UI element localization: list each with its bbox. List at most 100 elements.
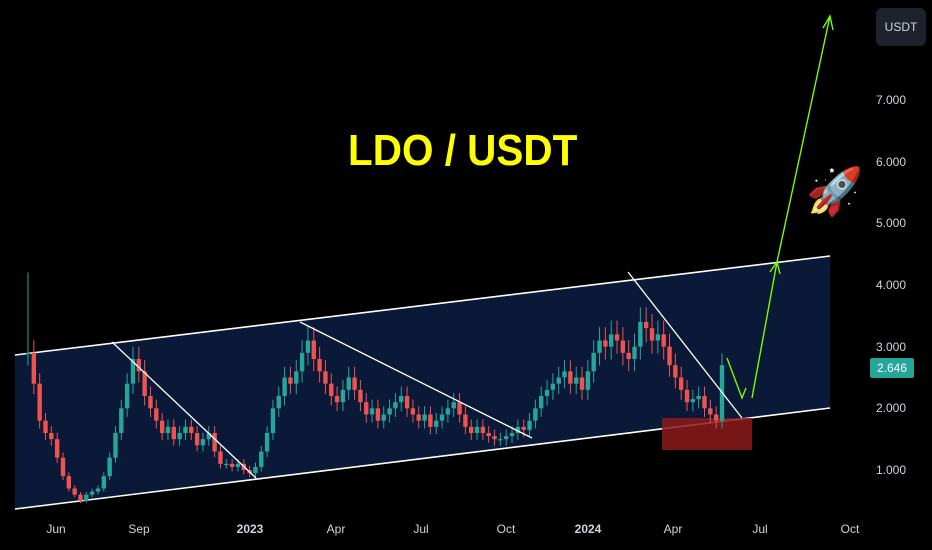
price-tick: 4.000	[876, 277, 907, 292]
candle-body	[381, 414, 386, 421]
candle-body	[574, 377, 579, 384]
candle-body	[25, 352, 31, 355]
candle-body	[159, 420, 165, 433]
price-axis[interactable]: 1.000 2.000 3.000 4.000 5.000 6.000 7.000	[868, 0, 932, 550]
candle-body	[568, 371, 573, 384]
candle-body	[434, 420, 439, 427]
candle-body	[632, 346, 637, 359]
candle-body	[684, 389, 690, 403]
time-tick: Oct	[496, 522, 516, 536]
candle-body	[276, 395, 281, 409]
candle-body	[422, 414, 427, 421]
candle-body	[713, 414, 719, 421]
candle-body	[702, 395, 707, 409]
chart-title: LDO / USDT	[348, 126, 578, 175]
candle-body	[539, 395, 544, 409]
candle-body	[218, 451, 223, 464]
candle-body	[305, 340, 311, 353]
candle-body	[317, 358, 322, 372]
candle-body	[253, 466, 258, 474]
candle-body	[463, 414, 468, 427]
projection-line-1	[751, 261, 778, 399]
price-tick: 5.000	[876, 216, 907, 231]
candle-body	[270, 408, 276, 433]
price-tick: 6.000	[876, 154, 907, 169]
candle-body	[346, 377, 351, 390]
candle-body	[591, 352, 596, 372]
last-price-label: 2.646	[870, 358, 914, 378]
candle-body	[404, 395, 410, 409]
candle-body	[614, 334, 620, 341]
candle-body	[183, 426, 188, 433]
candle-body	[101, 476, 107, 489]
candle-body	[235, 463, 241, 467]
candle-body	[504, 436, 509, 440]
candle-body	[136, 358, 142, 372]
candle-body	[550, 383, 556, 390]
candle-body	[603, 340, 608, 347]
candle-body	[340, 389, 346, 403]
candle-body	[579, 377, 585, 390]
candle-body	[329, 383, 334, 396]
candle-body	[393, 402, 398, 409]
support-zone	[662, 418, 752, 450]
candle-body	[626, 352, 631, 359]
candle-body	[60, 457, 66, 477]
time-tick: 2023	[236, 522, 264, 536]
candle-body	[375, 408, 381, 421]
candle-body	[486, 432, 491, 437]
candle-body	[678, 377, 684, 390]
price-chart[interactable]	[0, 0, 868, 515]
candle-body	[451, 402, 456, 409]
candle-body	[469, 426, 474, 433]
candle-body	[492, 436, 497, 440]
candle-body	[649, 328, 655, 341]
candle-body	[334, 395, 340, 403]
candles-group	[25, 272, 725, 503]
candle-body	[212, 432, 217, 452]
time-tick: Oct	[840, 522, 860, 536]
candle-body	[509, 432, 515, 437]
candle-body	[457, 402, 462, 415]
candle-body	[288, 377, 293, 384]
time-tick: Jul	[752, 522, 768, 536]
candle-body	[264, 432, 270, 452]
candle-body	[95, 488, 101, 492]
candle-body	[224, 463, 229, 466]
candle-body	[31, 352, 37, 384]
time-tick: Apr	[326, 522, 346, 536]
candle-body	[667, 346, 672, 366]
candle-body	[299, 352, 305, 372]
projection-line-2	[776, 15, 831, 263]
candle-body	[387, 408, 392, 415]
candle-body	[480, 426, 486, 433]
candle-body	[194, 432, 200, 446]
candle-body	[643, 321, 649, 329]
candle-body	[562, 371, 567, 378]
candle-body	[439, 414, 445, 421]
candle-body	[399, 395, 404, 403]
candle-body	[154, 408, 159, 421]
candle-body	[533, 408, 538, 421]
candle-body	[696, 395, 701, 400]
candle-body	[43, 420, 48, 433]
candle-body	[294, 371, 299, 384]
time-tick: Sep	[128, 522, 150, 536]
candle-body	[148, 395, 153, 409]
candle-body	[521, 426, 526, 430]
candle-body	[527, 420, 532, 430]
candle-body	[597, 340, 602, 353]
candle-body	[369, 408, 375, 415]
candle-body	[282, 377, 287, 396]
candle-body	[620, 340, 626, 353]
rocket-icon: 🚀	[806, 165, 864, 217]
currency-button[interactable]: USDT	[876, 8, 926, 46]
candle-body	[124, 383, 130, 409]
candle-body	[445, 408, 451, 415]
price-tick: 1.000	[876, 463, 907, 477]
time-tick: Apr	[663, 522, 683, 536]
candle-body	[142, 371, 147, 396]
trendline-1	[111, 341, 257, 479]
candle-body	[89, 491, 95, 495]
candle-body	[200, 439, 206, 446]
